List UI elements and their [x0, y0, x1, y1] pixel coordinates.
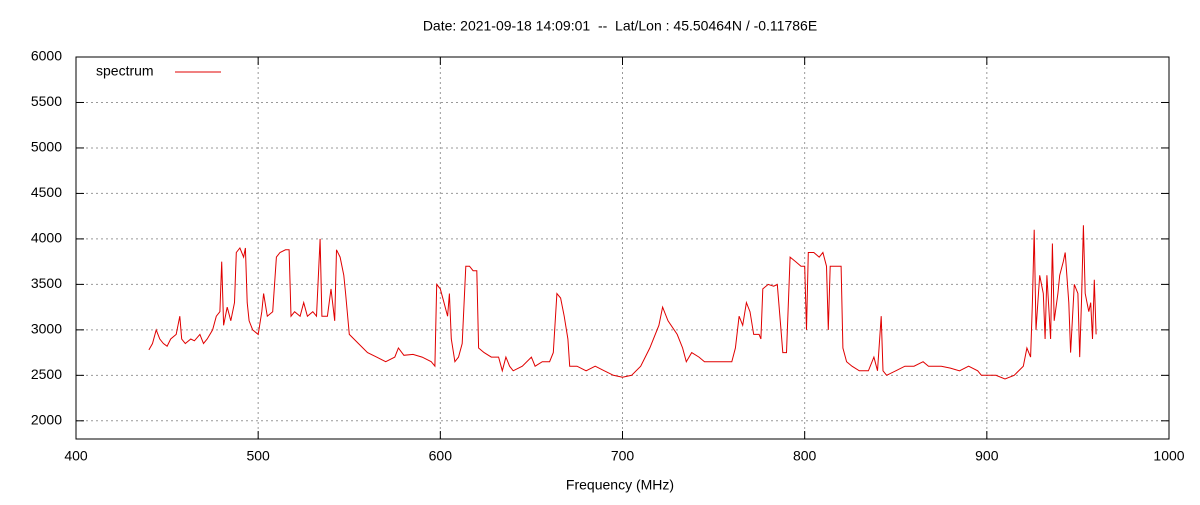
chart-title: Date: 2021-09-18 14:09:01 -- Lat/Lon : 4…: [423, 18, 817, 34]
y-tick-label: 5000: [31, 139, 62, 155]
x-tick-label: 1000: [1153, 448, 1184, 464]
x-tick-label: 500: [246, 448, 270, 464]
y-tick-label: 4500: [31, 184, 62, 200]
x-tick-label: 800: [793, 448, 817, 464]
spectrum-line: [148, 225, 1097, 380]
y-tick-label: 2500: [31, 366, 62, 382]
plot-frame: [75, 56, 1170, 440]
y-tick-label: 3500: [31, 275, 62, 291]
x-tick-label: 700: [611, 448, 635, 464]
y-tick-label: 2000: [31, 412, 62, 428]
y-tick-label: 5500: [31, 93, 62, 109]
y-tick-label: 6000: [31, 48, 62, 64]
x-tick-label: 600: [429, 448, 453, 464]
y-tick-label: 4000: [31, 230, 62, 246]
x-tick-label: 900: [975, 448, 999, 464]
y-tick-label: 3000: [31, 321, 62, 337]
legend-label: spectrum: [96, 63, 154, 79]
x-tick-label: 400: [64, 448, 88, 464]
x-axis-label: Frequency (MHz): [566, 477, 674, 493]
